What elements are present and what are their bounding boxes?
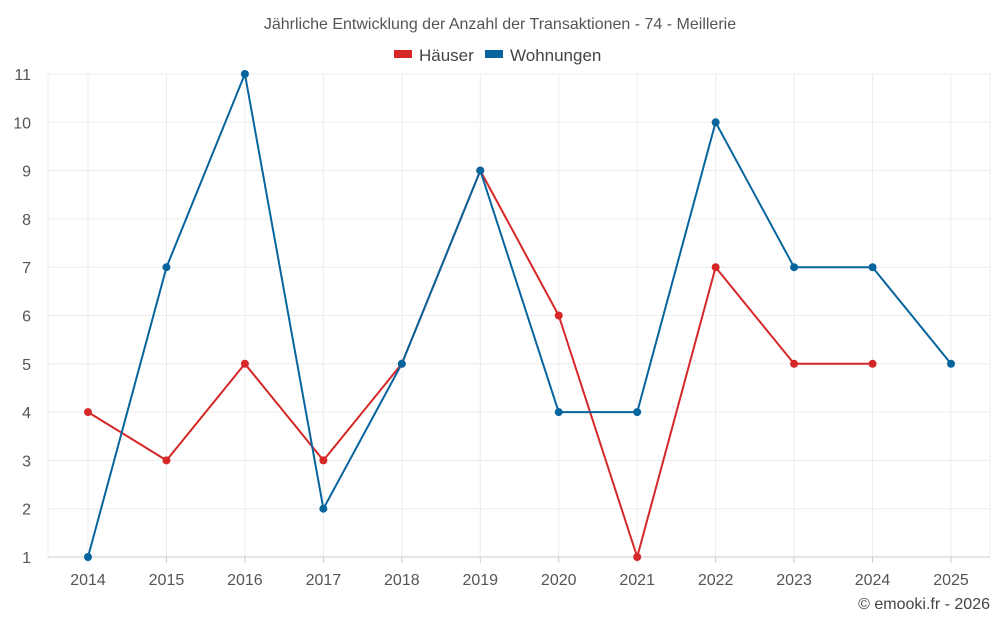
point-haeuser-2016[interactable] (240, 359, 249, 368)
point-haeuser-2015[interactable] (162, 456, 171, 465)
y-tick-label-9: 9 (22, 164, 31, 181)
point-haeuser-2014[interactable] (84, 408, 92, 417)
series-line-wohnungen (87, 73, 952, 558)
y-tick-label-8: 8 (22, 212, 31, 229)
point-wohnungen-2022[interactable] (711, 118, 720, 127)
point-wohnungen-2025[interactable] (947, 359, 955, 368)
point-wohnungen-2016[interactable] (240, 70, 249, 78)
legend-swatch-wohnungen (485, 50, 503, 58)
x-tick-label-2021: 2021 (619, 572, 655, 589)
x-tick-label-2015: 2015 (149, 572, 185, 589)
x-axis-ticks: 2014 2015 2016 2017 2018 2019 2020 2021 2022 2023… (70, 557, 969, 589)
x-tick-label-2014: 2014 (70, 572, 106, 589)
x-tick-label-2025: 2025 (933, 572, 969, 589)
point-wohnungen-2017[interactable] (319, 504, 328, 513)
legend: Häuser Wohnungen (394, 46, 601, 65)
legend-swatch-haeuser (394, 50, 412, 58)
credit-text: © emooki.fr - 2026 (858, 596, 990, 613)
series-points (84, 70, 955, 561)
x-tick-label-2020: 2020 (541, 572, 577, 589)
y-tick-label-7: 7 (22, 260, 31, 277)
point-wohnungen-2019[interactable] (476, 166, 485, 175)
x-tick-label-2024: 2024 (855, 572, 891, 589)
x-tick-label-2022: 2022 (698, 572, 734, 589)
y-tick-label-6: 6 (22, 309, 31, 326)
y-tick-label-5: 5 (22, 357, 31, 374)
legend-label-haeuser[interactable]: Häuser (419, 46, 474, 65)
y-tick-label-1: 1 (22, 550, 31, 567)
grid (47, 73, 991, 557)
y-tick-label-4: 4 (22, 405, 31, 422)
x-tick-label-2016: 2016 (227, 572, 263, 589)
point-wohnungen-2023[interactable] (790, 263, 799, 272)
chart-title: Jährliche Entwicklung der Anzahl der Tra… (264, 16, 736, 33)
x-tick-label-2019: 2019 (462, 572, 498, 589)
x-tick-label-2023: 2023 (776, 572, 812, 589)
y-tick-label-2: 2 (22, 502, 31, 519)
point-wohnungen-2021[interactable] (633, 408, 642, 417)
point-wohnungen-2024[interactable] (868, 263, 877, 272)
point-wohnungen-2020[interactable] (554, 408, 563, 417)
point-wohnungen-2018[interactable] (397, 359, 406, 368)
point-haeuser-2017[interactable] (319, 456, 328, 465)
x-tick-label-2018: 2018 (384, 572, 420, 589)
point-haeuser-2024[interactable] (868, 359, 877, 368)
point-haeuser-2022[interactable] (711, 263, 720, 272)
point-haeuser-2023[interactable] (790, 359, 799, 368)
y-axis-ticks: 1 2 3 4 5 6 7 8 9 10 11 (13, 67, 31, 567)
y-tick-label-3: 3 (22, 453, 31, 470)
point-wohnungen-2014[interactable] (84, 553, 92, 561)
y-tick-label-10: 10 (13, 115, 31, 132)
point-haeuser-2021[interactable] (633, 553, 642, 561)
point-wohnungen-2015[interactable] (162, 263, 171, 272)
x-tick-label-2017: 2017 (306, 572, 342, 589)
point-haeuser-2020[interactable] (554, 311, 563, 320)
legend-label-wohnungen[interactable]: Wohnungen (510, 46, 601, 65)
y-tick-label-11: 11 (14, 67, 31, 84)
